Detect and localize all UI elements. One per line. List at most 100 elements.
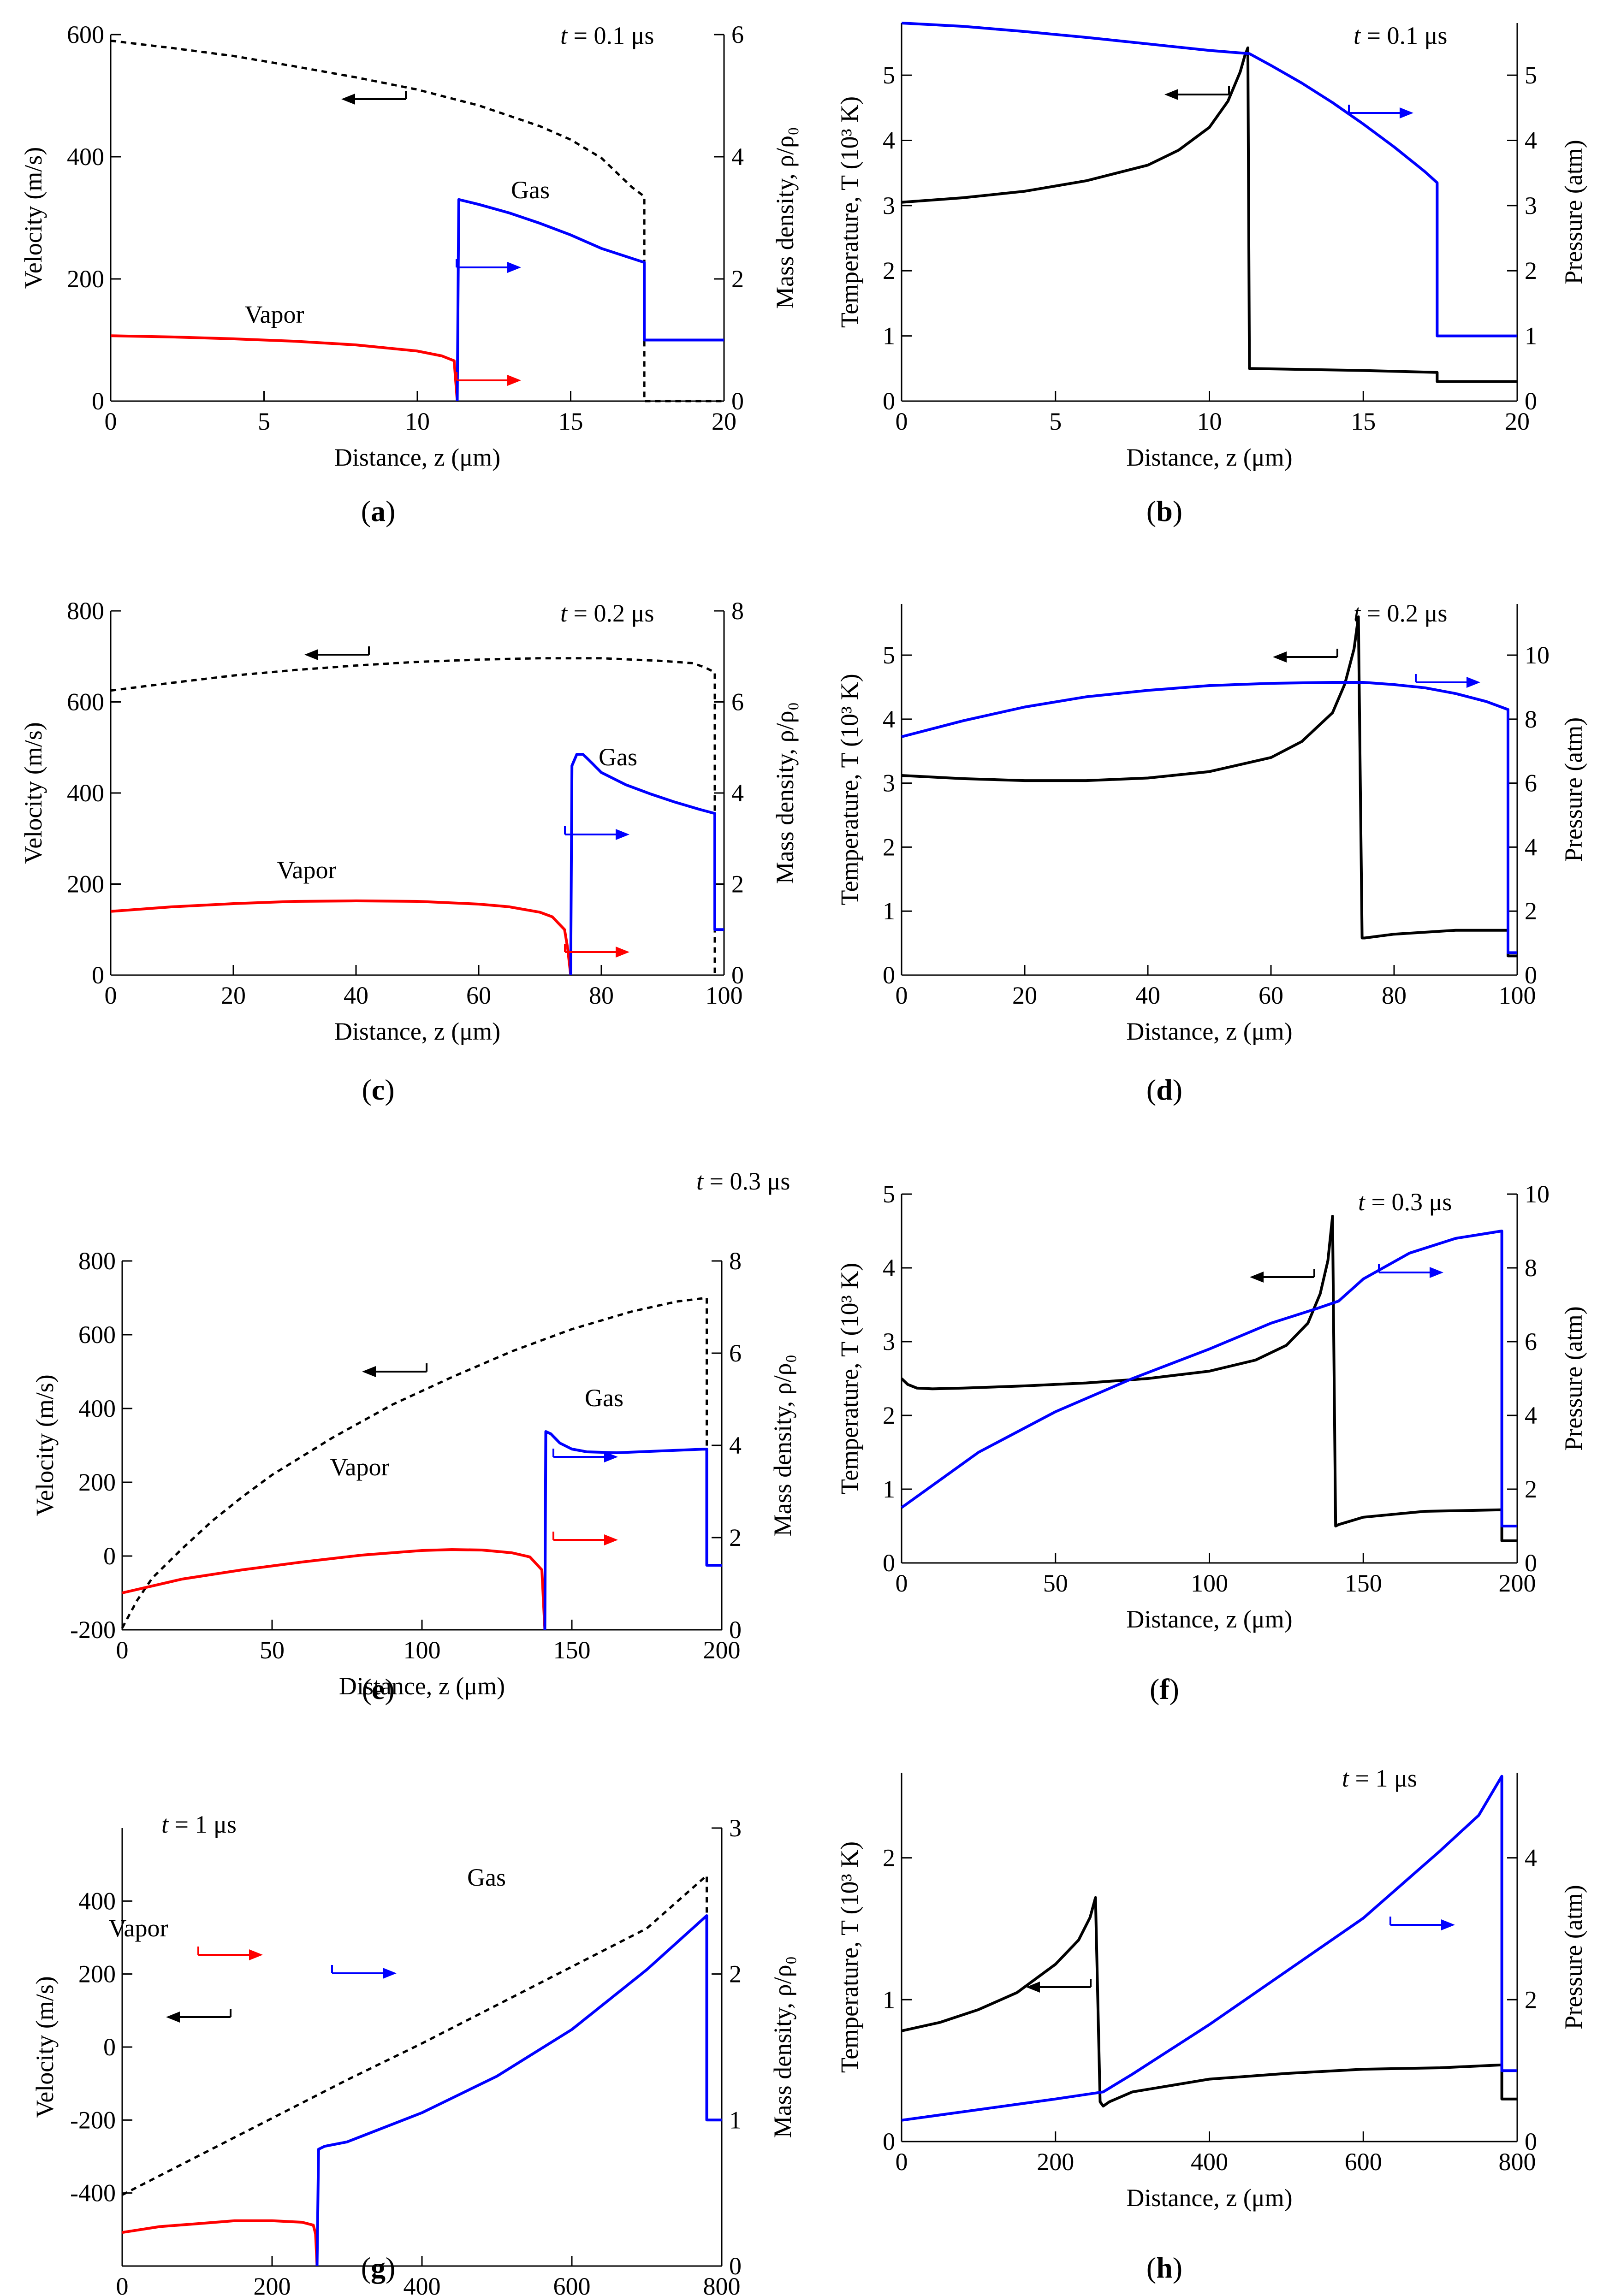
x-tick-label: 0 xyxy=(896,982,908,1009)
y-right-axis-title: Mass density, ρ/ρ₀ xyxy=(769,1956,796,2138)
panel-caption: (d) xyxy=(1146,1073,1182,1106)
series-vapor-density xyxy=(122,1548,546,1630)
axis-indicator-arrow xyxy=(1415,674,1480,688)
x-tick-label: 800 xyxy=(703,2272,741,2296)
y-left-tick-label: 2 xyxy=(883,1844,895,1872)
y-left-tick-label: 3 xyxy=(883,1328,895,1355)
axis-indicator-arrow xyxy=(564,826,629,840)
y-right-tick-label: 0 xyxy=(729,1616,742,1644)
y-right-tick-label: 4 xyxy=(729,1432,742,1459)
time-annotation: t = 0.3 μs xyxy=(696,1167,790,1195)
panel-caption: (g) xyxy=(361,2251,396,2284)
y-right-tick-label: 8 xyxy=(1525,705,1537,733)
y-right-axis-title: Pressure (atm) xyxy=(1560,717,1587,862)
y-left-tick-label: 800 xyxy=(67,597,104,625)
series-label-vapor: Vapor xyxy=(277,856,337,884)
y-left-tick-label: 200 xyxy=(78,1468,116,1496)
x-tick-label: 60 xyxy=(1259,982,1283,1009)
y-left-tick-label: 3 xyxy=(883,192,895,219)
y-right-tick-label: 2 xyxy=(1525,1986,1537,2013)
y-right-axis-title: Pressure (atm) xyxy=(1560,140,1587,284)
y-left-tick-label: 400 xyxy=(78,1887,116,1915)
y-left-tick-label: -200 xyxy=(70,1616,116,1644)
series-temperature xyxy=(901,46,1517,383)
y-left-axis-title: Velocity (m/s) xyxy=(19,147,47,289)
y-left-tick-label: 4 xyxy=(883,705,895,733)
y-left-tick-label: 1 xyxy=(883,1986,895,2013)
x-tick-label: 200 xyxy=(254,2272,291,2296)
series-label-gas: Gas xyxy=(585,1384,623,1412)
x-tick-label: 50 xyxy=(1043,1569,1068,1597)
panel-caption: (h) xyxy=(1146,2251,1182,2284)
x-tick-label: 150 xyxy=(1345,1569,1382,1597)
y-right-tick-label: 4 xyxy=(1525,126,1537,154)
y-right-tick-label: 0 xyxy=(731,387,744,415)
y-left-axis-title: Velocity (m/s) xyxy=(31,1374,59,1516)
y-right-tick-label: 1 xyxy=(1525,322,1537,350)
time-annotation: t = 1 μs xyxy=(1342,1764,1417,1792)
y-left-tick-label: 2 xyxy=(883,833,895,861)
x-tick-label: 0 xyxy=(896,1569,908,1597)
x-tick-label: 5 xyxy=(258,408,270,435)
panel-caption: (f) xyxy=(1150,1673,1179,1705)
x-tick-label: 800 xyxy=(1499,2148,1536,2176)
y-left-tick-label: 400 xyxy=(67,779,104,807)
y-right-tick-label: 4 xyxy=(731,779,744,807)
time-annotation: t = 0.2 μs xyxy=(1354,599,1447,627)
x-tick-label: 100 xyxy=(706,982,743,1009)
x-tick-label: 600 xyxy=(1345,2148,1382,2176)
series-temperature xyxy=(901,615,1517,958)
y-left-tick-label: 0 xyxy=(883,387,895,415)
x-tick-label: 10 xyxy=(1197,408,1222,435)
series-pressure xyxy=(901,1230,1517,1527)
x-axis-title: Distance, z (μm) xyxy=(334,444,500,471)
y-left-axis-title: Temperature, T (10³ K) xyxy=(836,1841,863,2073)
x-axis-title: Distance, z (μm) xyxy=(1126,444,1292,471)
y-right-tick-label: 3 xyxy=(729,1814,742,1842)
y-right-axis-title: Mass density, ρ/ρ₀ xyxy=(771,702,799,884)
axis-indicator-arrow xyxy=(1250,1269,1315,1283)
axis-indicator-arrow xyxy=(1026,1979,1092,1993)
y-right-tick-label: 4 xyxy=(1525,1402,1537,1429)
y-right-tick-label: 8 xyxy=(729,1247,742,1275)
axis-indicator-arrow xyxy=(341,91,407,105)
axes-c: 0 20 40 60 80 100020040060080002468Distance, … xyxy=(19,597,799,1045)
y-right-tick-label: 2 xyxy=(1525,897,1537,925)
series-label-gas: Gas xyxy=(511,176,550,204)
y-left-tick-label: 5 xyxy=(883,61,895,89)
x-tick-label: 80 xyxy=(589,982,614,1009)
series-velocity xyxy=(110,39,724,402)
series-pressure xyxy=(901,1775,1517,2122)
series-velocity xyxy=(110,657,716,975)
axis-indicator-arrow xyxy=(1348,105,1413,118)
series-temperature xyxy=(900,1215,1517,1542)
y-left-tick-label: -200 xyxy=(70,2106,116,2134)
x-tick-label: 0 xyxy=(105,982,117,1009)
panel-e: 0 50 100 150 200-200020040060080002468Distan… xyxy=(31,1167,796,1705)
y-right-tick-label: 4 xyxy=(1525,1844,1537,1872)
y-right-tick-label: 2 xyxy=(729,1524,742,1551)
y-right-tick-label: 8 xyxy=(731,597,744,625)
x-tick-label: 0 xyxy=(116,1636,129,1664)
x-tick-label: 20 xyxy=(1012,982,1037,1009)
axis-indicator-arrow xyxy=(1389,1917,1455,1930)
y-left-tick-label: 0 xyxy=(92,387,104,415)
y-left-tick-label: 4 xyxy=(883,126,895,154)
axis-indicator-arrow xyxy=(1164,86,1230,100)
y-right-tick-label: 2 xyxy=(729,1960,742,1988)
panel-g: 0200400600800-400-20002004000123Distance… xyxy=(31,1811,796,2296)
y-left-tick-label: 4 xyxy=(883,1254,895,1282)
axes-g: 0200400600800-400-20002004000123Distance… xyxy=(31,1814,796,2296)
time-annotation: t = 0.2 μs xyxy=(560,599,654,627)
series-gas-density xyxy=(569,753,724,976)
y-left-tick-label: 800 xyxy=(78,1247,116,1275)
y-left-tick-label: 0 xyxy=(883,2128,895,2155)
series-pressure xyxy=(901,22,1517,337)
